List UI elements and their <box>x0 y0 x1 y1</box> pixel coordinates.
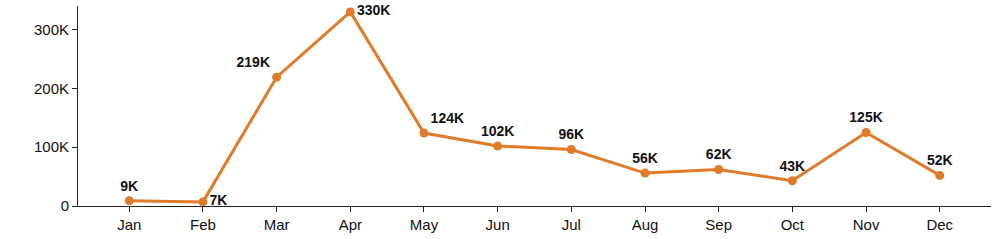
svg-text:Oct: Oct <box>781 216 805 233</box>
svg-text:330K: 330K <box>357 2 390 18</box>
svg-text:Sep: Sep <box>705 216 732 233</box>
svg-text:0: 0 <box>61 197 69 214</box>
svg-text:96K: 96K <box>558 126 584 142</box>
svg-text:200K: 200K <box>34 80 69 97</box>
svg-text:Dec: Dec <box>926 216 953 233</box>
svg-text:56K: 56K <box>632 150 658 166</box>
svg-text:Aug: Aug <box>632 216 659 233</box>
svg-text:100K: 100K <box>34 138 69 155</box>
svg-text:Jan: Jan <box>117 216 141 233</box>
svg-text:7K: 7K <box>210 192 228 208</box>
svg-text:Jun: Jun <box>486 216 510 233</box>
svg-text:Mar: Mar <box>264 216 290 233</box>
svg-text:124K: 124K <box>431 110 464 126</box>
svg-text:219K: 219K <box>237 54 270 70</box>
svg-text:125K: 125K <box>849 109 882 125</box>
svg-text:300K: 300K <box>34 21 69 38</box>
svg-text:102K: 102K <box>481 123 514 139</box>
svg-text:9K: 9K <box>120 178 138 194</box>
svg-text:43K: 43K <box>780 158 806 174</box>
svg-text:May: May <box>410 216 439 233</box>
svg-text:62K: 62K <box>706 146 732 162</box>
svg-text:Jul: Jul <box>562 216 581 233</box>
svg-text:Feb: Feb <box>190 216 216 233</box>
svg-text:Apr: Apr <box>339 216 362 233</box>
svg-text:Nov: Nov <box>853 216 880 233</box>
svg-text:52K: 52K <box>927 152 953 168</box>
